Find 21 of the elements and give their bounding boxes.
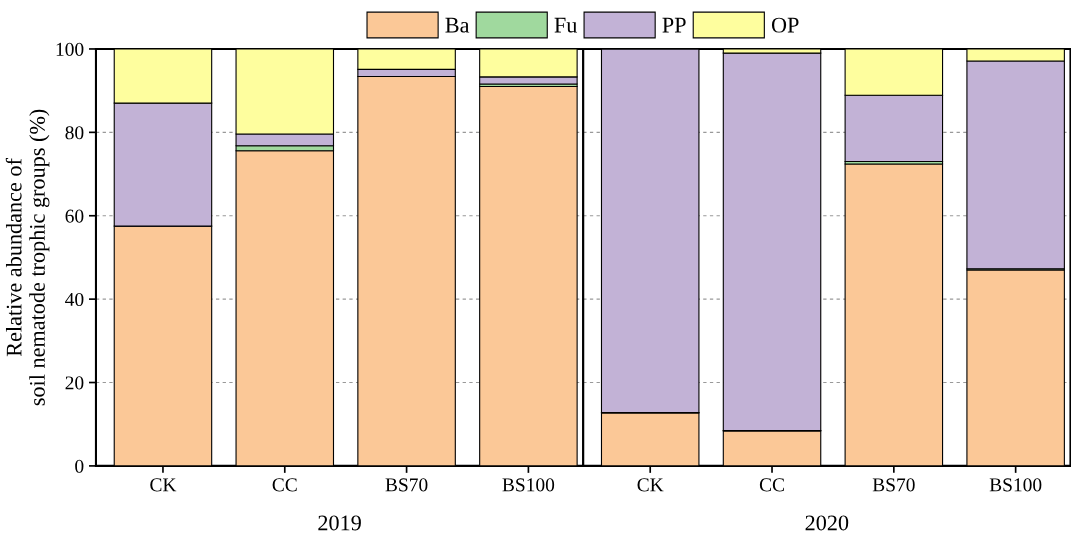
y-tick-label: 100 — [56, 42, 84, 56]
y-tick-label: 20 — [65, 376, 84, 390]
legend-label: Fu — [554, 17, 578, 33]
legend-label: Ba — [445, 17, 470, 33]
y-tick-label: 40 — [65, 292, 84, 307]
x-tick-label: CK — [150, 478, 177, 492]
x-axis-title: 2020 — [805, 515, 849, 531]
x-axis-title: 2019 — [318, 515, 361, 531]
x-tick-label: CK — [637, 478, 664, 492]
x-tick-label: BS70 — [872, 478, 915, 492]
y-axis-title: Relative abundance of soil nematode trophic groups (%) — [5, 109, 50, 406]
x-tick-label: BS70 — [385, 478, 428, 492]
legend-label: OP — [771, 17, 799, 33]
x-tick-label: BS100 — [989, 478, 1042, 492]
y-tick-label: 0 — [75, 459, 84, 473]
x-tick-label: BS100 — [502, 478, 555, 492]
y-tick-label: 80 — [65, 126, 84, 140]
x-tick-label: CC — [759, 478, 784, 492]
legend-label: PP — [662, 17, 686, 33]
x-tick-label: CC — [272, 478, 297, 492]
y-tick-label: 60 — [65, 209, 84, 223]
